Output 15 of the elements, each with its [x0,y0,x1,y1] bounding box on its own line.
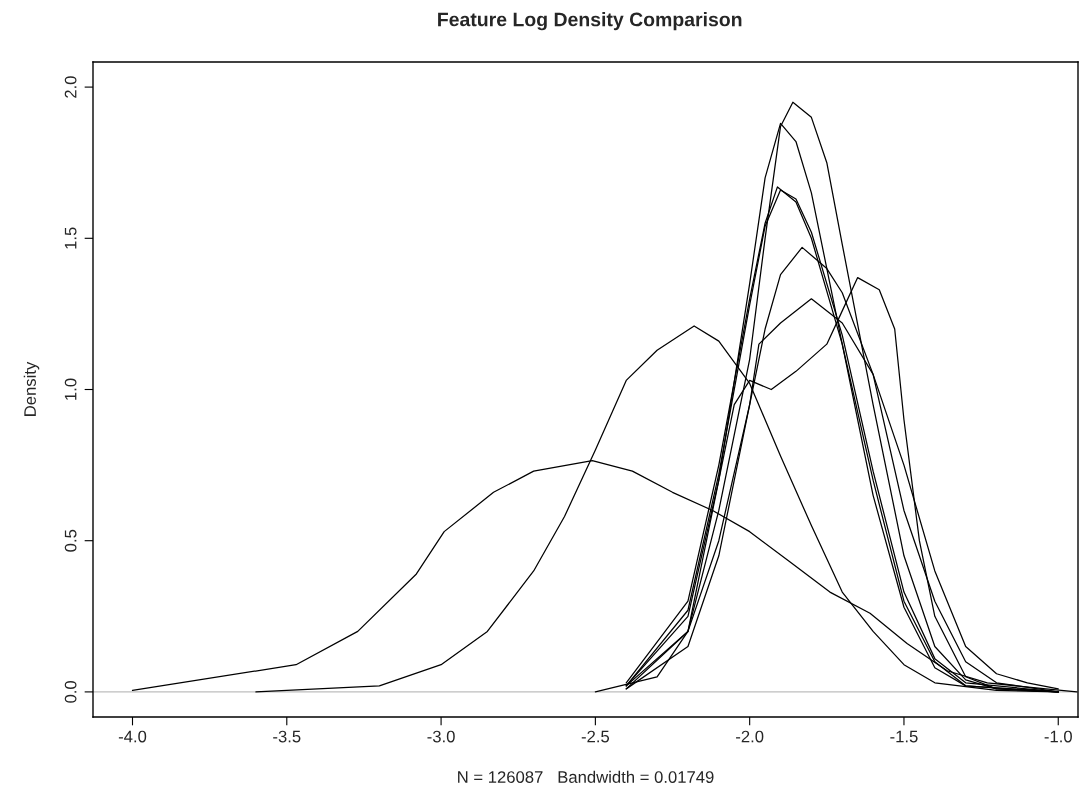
x-tick-label: -1.0 [1044,730,1072,743]
y-tick-label: 2.0 [64,76,77,98]
x-tick-label: -2.5 [581,730,610,743]
y-axis-title: Density [23,361,40,416]
x-tick-label: -2.0 [736,730,764,743]
x-axis-title: N = 126087 Bandwidth = 0.01749 [458,770,714,783]
y-tick-label: 1.0 [64,378,77,400]
y-tick-label: 0.0 [64,680,77,703]
chart-title: Feature Log Density Comparison [438,12,742,31]
x-tick-label: -3.5 [273,730,301,743]
x-tick-label: -4.0 [118,730,147,743]
y-tick-label: 1.5 [64,227,77,249]
x-tick-label: -3.0 [427,730,455,743]
y-tick-label: 0.5 [64,529,77,552]
x-tick-label: -1.5 [890,730,918,743]
